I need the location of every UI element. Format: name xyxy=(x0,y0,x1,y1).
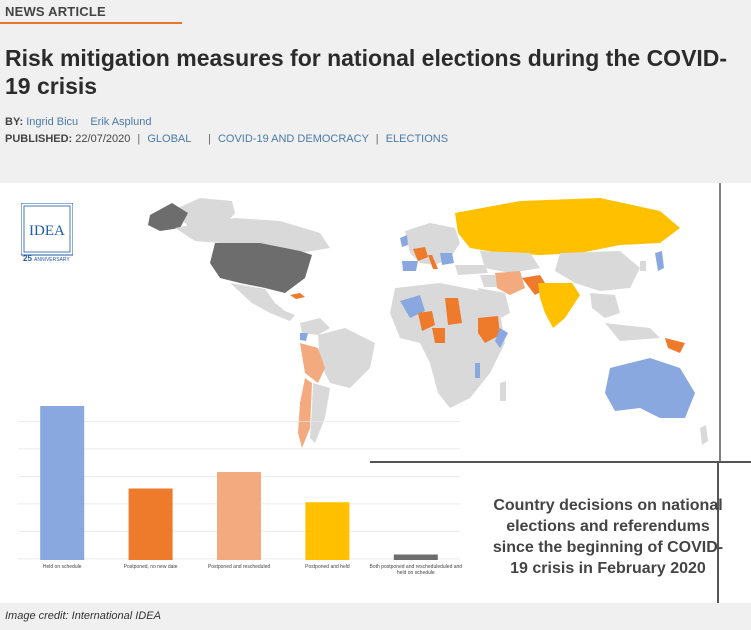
map-france xyxy=(413,247,428,261)
map-malawi xyxy=(475,363,480,378)
image-credit: Image credit: International IDEA xyxy=(5,610,161,622)
bar xyxy=(128,488,173,560)
author-link[interactable]: Ingrid Bicu xyxy=(26,116,79,128)
map-usa xyxy=(210,243,312,293)
map-nigeria xyxy=(432,328,445,343)
article-title: Risk mitigation measures for national el… xyxy=(5,45,728,99)
map-png xyxy=(665,338,685,353)
map-iran xyxy=(495,271,525,295)
map-australia xyxy=(605,358,695,418)
map-chile xyxy=(298,378,312,448)
map-brazil xyxy=(318,328,375,388)
map-alaska xyxy=(148,203,188,231)
category-link[interactable]: ELECTIONS xyxy=(385,133,449,145)
map-bolivia xyxy=(300,343,325,383)
x-tick-label: Postponed and held xyxy=(305,564,350,570)
map-canada xyxy=(175,218,330,253)
map-nz xyxy=(700,425,708,445)
map-sea xyxy=(590,293,620,318)
tag-underline xyxy=(0,22,182,24)
map-russia xyxy=(455,198,680,255)
map-iraq xyxy=(480,275,497,287)
bar xyxy=(305,502,350,560)
x-tick-label: Both postponed and rescheduleduled and he… xyxy=(370,564,463,576)
map-kazakhstan xyxy=(480,251,540,273)
map-mali xyxy=(418,311,435,331)
bar xyxy=(40,406,85,560)
map-korea xyxy=(640,261,646,271)
map-mexico xyxy=(230,283,295,321)
world-map: Held on schedule Postponed, no new date Po… xyxy=(18,183,751,603)
map-china xyxy=(555,251,640,291)
map-japan xyxy=(655,251,664,271)
map-colombia xyxy=(300,318,330,335)
published-line: PUBLISHED: 22/07/2020 | GLOBAL | COVID-1… xyxy=(5,133,449,145)
map-india xyxy=(538,283,580,328)
bar-chart: Held on schedule Postponed, no new date Po… xyxy=(18,406,462,576)
map-west-africa xyxy=(400,295,425,318)
map-indonesia xyxy=(605,323,660,341)
idea-logo-icon: IDEA 25 ANNIVERSARY xyxy=(20,202,74,263)
article-tag: NEWS ARTICLE xyxy=(5,4,106,19)
figure-caption: Country decisions on national elections … xyxy=(470,475,746,599)
byline: BY: Ingrid Bicu Erik Asplund xyxy=(5,116,151,128)
x-tick-label: Held on schedule xyxy=(43,564,82,570)
by-label: BY: xyxy=(5,116,24,128)
author-link[interactable]: Erik Asplund xyxy=(90,116,152,128)
svg-text:25: 25 xyxy=(23,254,32,263)
map-madagascar xyxy=(500,381,506,401)
map-uk xyxy=(400,235,408,247)
figure-image: Held on schedule Postponed, no new date Po… xyxy=(0,183,751,603)
x-tick-label: Postponed and rescheduled xyxy=(208,564,270,570)
map-ethiopia xyxy=(478,316,500,343)
idea-logo: IDEA 25 ANNIVERSARY xyxy=(20,202,74,263)
published-date: 22/07/2020 xyxy=(75,133,131,145)
bar xyxy=(217,472,261,560)
category-link[interactable]: COVID-19 AND DEMOCRACY xyxy=(217,133,369,145)
map-caribbean xyxy=(290,293,305,299)
map-balkans xyxy=(440,253,454,265)
bar xyxy=(393,554,438,560)
figure-caption-text: Country decisions on national elections … xyxy=(492,497,724,577)
published-label: PUBLISHED: xyxy=(5,133,73,145)
map-argentina xyxy=(310,383,330,443)
map-somalia xyxy=(495,328,508,348)
map-turkey xyxy=(455,265,488,275)
map-italy xyxy=(428,255,438,269)
svg-text:IDEA: IDEA xyxy=(29,223,65,239)
svg-text:ANNIVERSARY: ANNIVERSARY xyxy=(34,257,70,263)
x-tick-label: Postponed, no new date xyxy=(124,564,178,570)
map-ecuador xyxy=(300,333,308,341)
map-spain xyxy=(402,261,418,271)
map-chad xyxy=(445,298,462,325)
category-link[interactable]: GLOBAL xyxy=(147,133,191,145)
